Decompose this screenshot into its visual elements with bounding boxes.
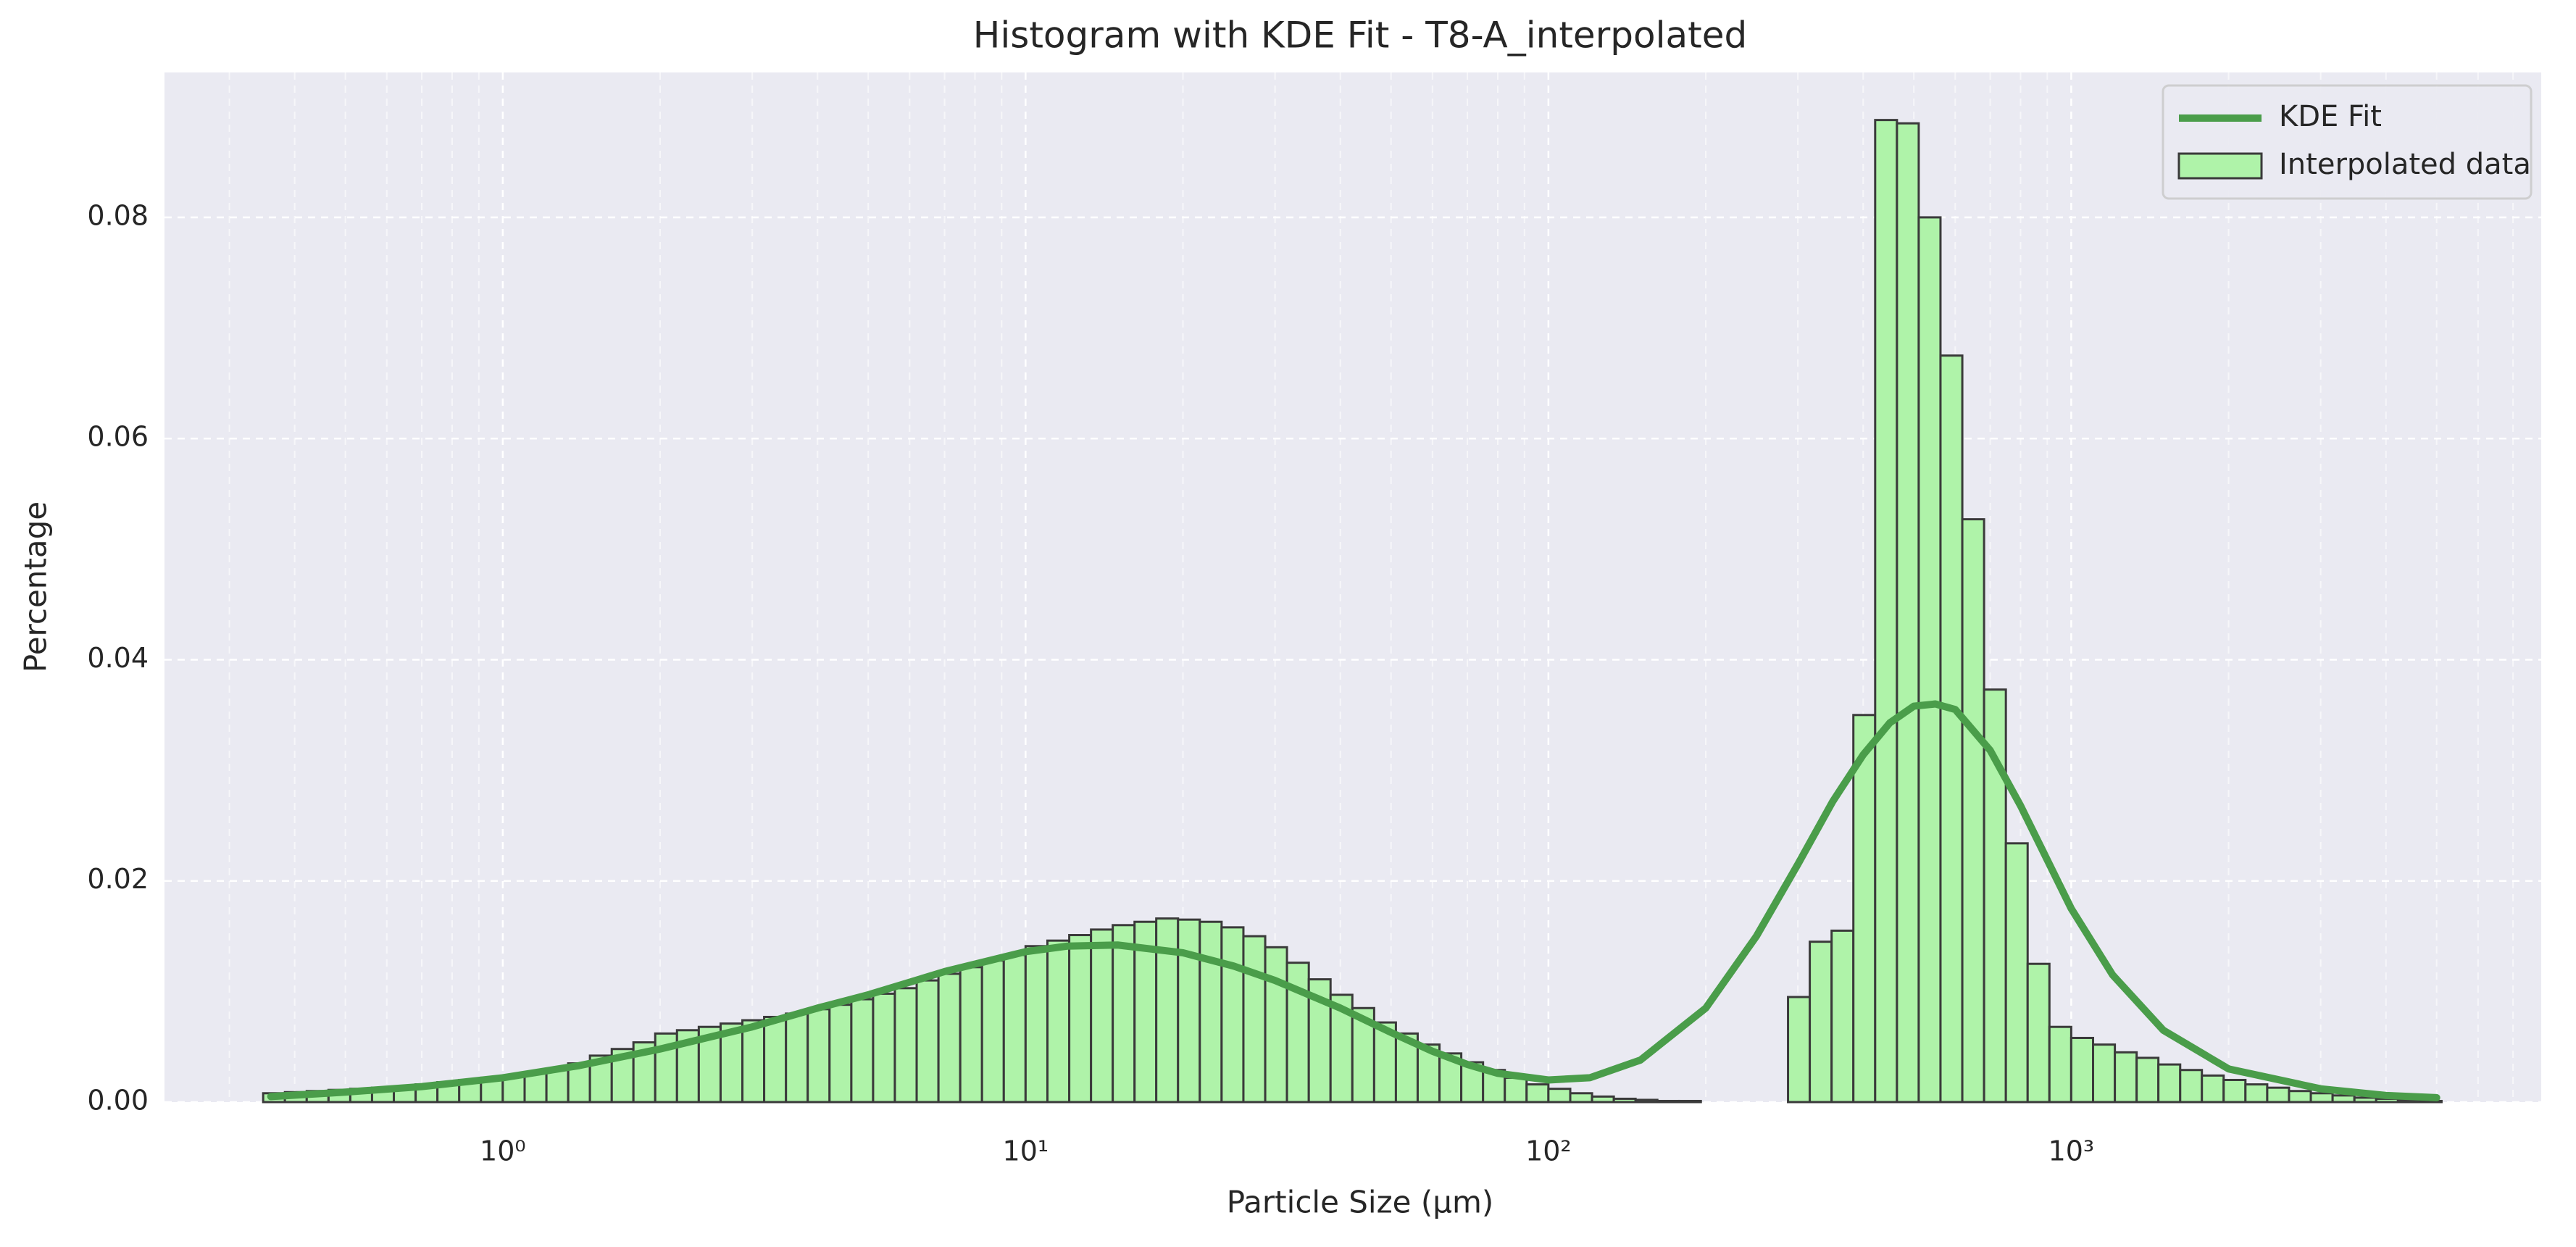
histogram-bar (1787, 996, 1812, 1104)
legend-swatch (2177, 152, 2263, 180)
histogram-bar (2201, 1074, 2225, 1104)
y-tick-label: 0.04 (87, 642, 149, 674)
x-tick-label: 10⁰ (480, 1135, 526, 1167)
legend-label: KDE Fit (2279, 100, 2382, 133)
histogram-bar (1329, 993, 1354, 1104)
histogram-bar (1830, 929, 1855, 1104)
histogram-bar (2114, 1051, 2138, 1104)
histogram-bar (2026, 962, 2051, 1104)
histogram-bar (1155, 917, 1180, 1104)
histogram-bar (1809, 941, 1833, 1104)
histogram-bar (2157, 1063, 2182, 1104)
histogram-bar (1852, 714, 1877, 1104)
histogram-bar (1220, 926, 1245, 1104)
x-axis-label: Particle Size (μm) (1227, 1185, 1494, 1220)
histogram-bar (1112, 924, 1136, 1104)
histogram-bar (1896, 122, 1920, 1104)
histogram-bar (2048, 1025, 2072, 1104)
histogram-bar (1002, 954, 1027, 1104)
legend: KDE Fit Interpolated data (2162, 84, 2533, 200)
histogram-bar (2222, 1078, 2247, 1104)
histogram-bar (1242, 935, 1267, 1104)
marks (262, 119, 2443, 1104)
histogram-bar (1068, 934, 1093, 1104)
histogram-bar (1961, 518, 1985, 1104)
histogram-bar (2418, 1099, 2443, 1104)
histogram-bar (1024, 945, 1049, 1104)
histogram-bar (1504, 1076, 1528, 1104)
histogram-bar (763, 1015, 788, 1104)
y-axis-label: Percentage (18, 501, 54, 672)
histogram-bar (1677, 1099, 1702, 1104)
histogram-bar (1917, 216, 1942, 1104)
histogram-bar (915, 979, 940, 1104)
histogram-bar (1547, 1088, 1572, 1104)
y-tick-label: 0.06 (87, 421, 149, 453)
y-tick-label: 0.00 (87, 1085, 149, 1117)
histogram-bar (1569, 1092, 1593, 1104)
histogram-bar (893, 987, 918, 1104)
histogram-bar (872, 992, 896, 1104)
kde-line (267, 700, 2440, 1101)
histogram-bar (2069, 1036, 2095, 1104)
histogram-bar (2353, 1096, 2377, 1104)
histogram-bar (1046, 939, 1071, 1104)
histogram-bar (980, 959, 1005, 1104)
histogram-bar (1177, 918, 1201, 1104)
x-tick-label: 10¹ (1003, 1135, 1049, 1167)
histogram-bar (1525, 1083, 1550, 1104)
histogram-bar (2331, 1094, 2356, 1104)
histogram-bar (1656, 1099, 1680, 1104)
histogram-bar (785, 1012, 809, 1104)
y-tick-label: 0.08 (87, 199, 149, 231)
histogram-bar (850, 998, 875, 1104)
plot-area (164, 72, 2541, 1102)
x-tick-label: 10³ (2048, 1135, 2095, 1167)
histogram-bar (719, 1022, 744, 1104)
histogram-bar (1939, 354, 1964, 1104)
y-tick-label: 0.02 (87, 863, 149, 895)
histogram-bar (2288, 1090, 2312, 1104)
histogram-bar (2309, 1092, 2334, 1104)
histogram-bar (2135, 1056, 2160, 1104)
axes: 10⁰ 10¹ 10² 10³ 0.00 0.02 0.04 0.06 0.08 (87, 199, 2094, 1167)
histogram-bar (2244, 1083, 2269, 1104)
histogram-bar (2179, 1069, 2204, 1104)
histogram-bar (1634, 1098, 1659, 1104)
histogram-bar (1612, 1097, 1637, 1104)
histogram-bar (2092, 1043, 2117, 1104)
histogram-bar (1591, 1095, 1615, 1104)
chart-title: Histogram with KDE Fit - T8-A_interpolat… (973, 14, 1747, 57)
histogram-bar (741, 1019, 766, 1104)
histogram-bar (2266, 1086, 2291, 1104)
histogram-bar (1874, 119, 1898, 1104)
histogram-bar (1264, 946, 1288, 1104)
legend-label: Interpolated data (2279, 148, 2531, 181)
histogram-bar (959, 966, 983, 1104)
x-tick-label: 10² (1525, 1135, 1572, 1167)
histogram-bar (806, 1008, 831, 1104)
histogram-bar (2004, 842, 2029, 1104)
histogram-bar (1090, 928, 1114, 1104)
histogram-bar (937, 972, 962, 1104)
histogram-bar (828, 1004, 853, 1104)
histogram-bar (1199, 920, 1223, 1104)
